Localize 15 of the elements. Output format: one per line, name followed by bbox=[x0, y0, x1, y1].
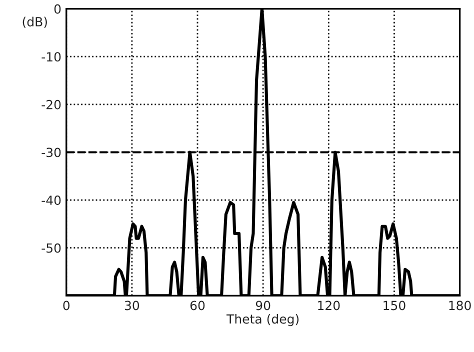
x-axis-title: Theta (deg) bbox=[226, 314, 299, 326]
x-tick-label: 180 bbox=[449, 300, 471, 310]
x-tick-label: 60 bbox=[190, 300, 205, 310]
x-tick-label: 0 bbox=[63, 300, 70, 310]
y-tick-label: 0 bbox=[54, 4, 61, 14]
y-tick-label: -10 bbox=[42, 52, 61, 62]
y-tick-label: -20 bbox=[42, 100, 61, 110]
y-tick-label: -30 bbox=[42, 148, 61, 158]
y-tick-label: -40 bbox=[42, 196, 61, 205]
x-tick-label: 90 bbox=[256, 300, 270, 310]
x-tick-label: 120 bbox=[318, 300, 340, 310]
y-axis-title: (dB) bbox=[22, 16, 47, 28]
x-tick-label: 30 bbox=[124, 300, 140, 310]
x-tick-label: 150 bbox=[384, 300, 406, 310]
y-tick-label: -50 bbox=[42, 243, 61, 253]
